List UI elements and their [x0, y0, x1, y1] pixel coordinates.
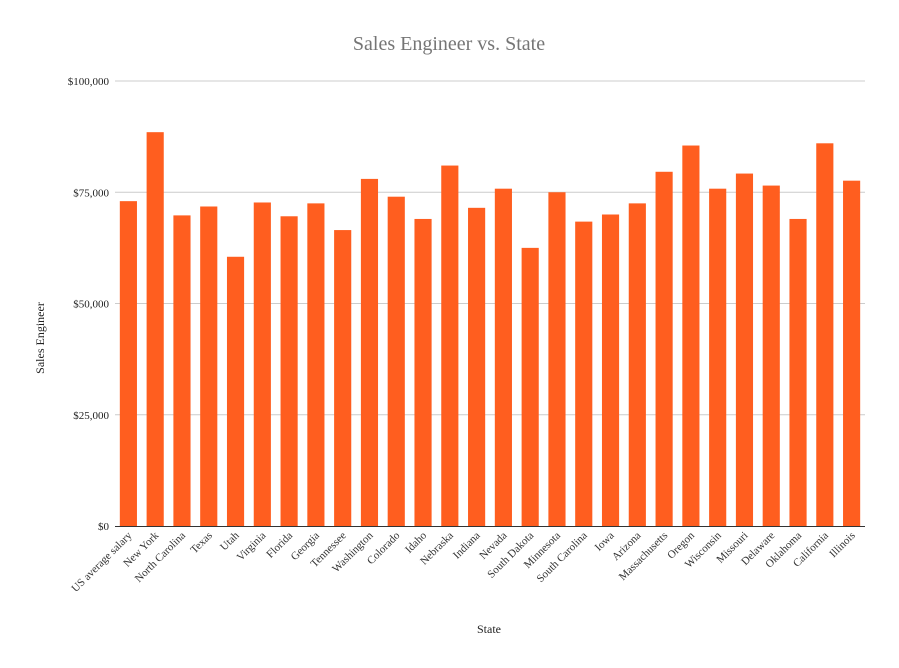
- bar: [709, 188, 727, 526]
- bar: [200, 206, 218, 527]
- x-tick-label: Illinois: [827, 530, 858, 561]
- y-tick-label: $25,000: [73, 410, 109, 422]
- x-tick-label: Virginia: [235, 530, 269, 564]
- bars: [119, 132, 861, 527]
- bar: [735, 173, 754, 526]
- y-axis-ticks: $0 $25,000 $50,000 $75,000 $100,000: [68, 76, 110, 533]
- y-tick-label: $0: [98, 521, 110, 533]
- x-tick-label: Indiana: [451, 530, 483, 562]
- x-tick-label: Utah: [218, 529, 242, 553]
- bar: [119, 201, 137, 526]
- y-tick-label: $50,000: [73, 299, 109, 311]
- x-tick-label: Iowa: [593, 530, 617, 554]
- bar: [253, 202, 271, 527]
- bar: [628, 203, 646, 526]
- bar: [789, 218, 807, 526]
- bar: [762, 185, 780, 526]
- bar: [682, 145, 700, 526]
- bar: [548, 192, 566, 526]
- bar: [655, 171, 673, 526]
- bar: [843, 180, 861, 526]
- bar: [494, 188, 512, 526]
- y-axis-title: Sales Engineer: [33, 302, 47, 374]
- bar: [468, 207, 486, 526]
- bar: [334, 230, 352, 526]
- bar: [146, 132, 164, 527]
- bar: [441, 165, 459, 527]
- bar: [521, 247, 539, 526]
- x-tick-label: Texas: [188, 530, 215, 557]
- bar: [173, 215, 191, 526]
- bar: [816, 143, 834, 527]
- y-tick-label: $100,000: [68, 76, 110, 88]
- bar: [387, 196, 405, 526]
- bar: [360, 178, 379, 526]
- bar: [280, 216, 298, 526]
- bar: [601, 214, 620, 526]
- bar: [226, 256, 245, 526]
- chart-title: Sales Engineer vs. State: [353, 33, 545, 55]
- bar: [575, 221, 593, 526]
- bar: [414, 218, 432, 526]
- x-axis-title: State: [477, 622, 501, 636]
- y-tick-label: $75,000: [73, 187, 109, 199]
- bar: [307, 203, 325, 526]
